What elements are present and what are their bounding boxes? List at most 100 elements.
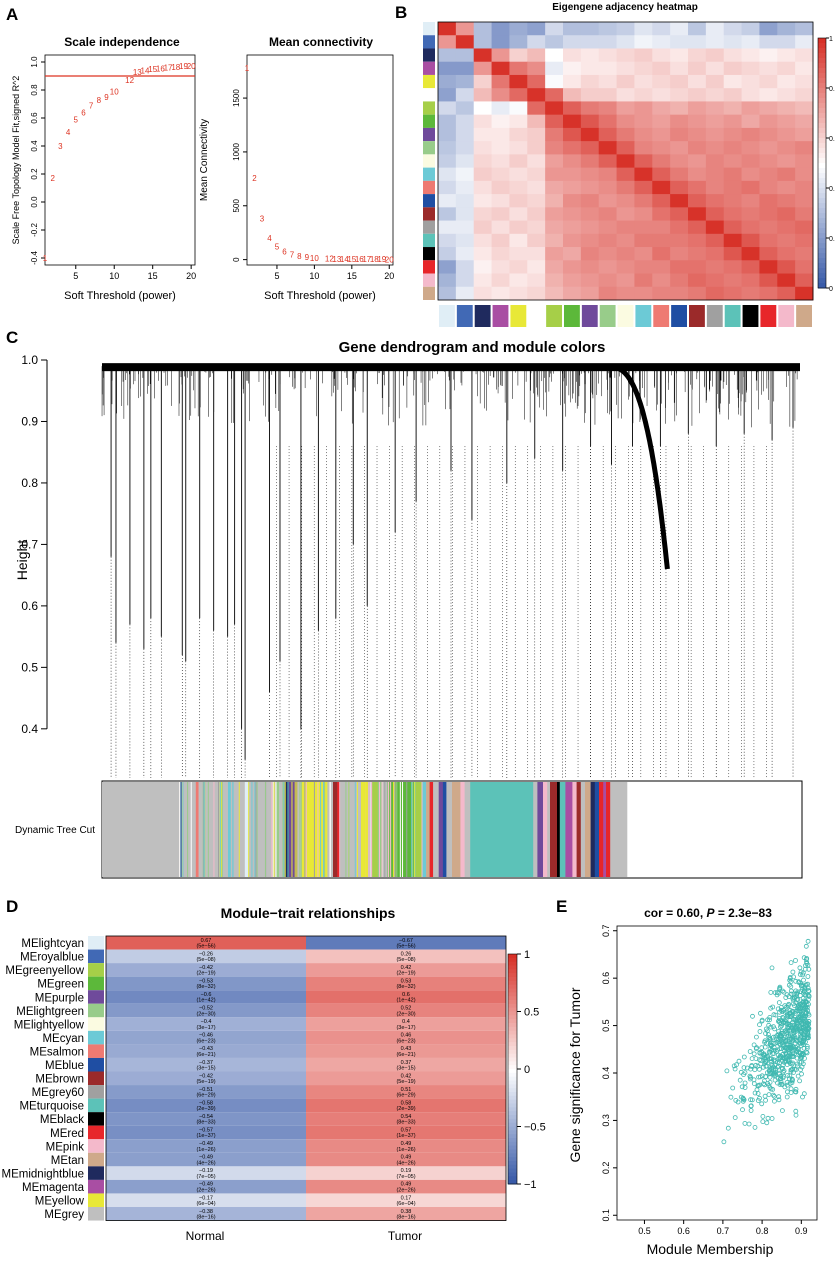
module-color-stripe	[304, 782, 306, 877]
adjacency-cell	[705, 154, 725, 169]
adjacency-cell	[545, 88, 564, 102]
y-tick-label: -0.4	[30, 251, 39, 265]
row-module-swatch	[423, 114, 435, 128]
tumor-pvalue: (4e−26)	[396, 1160, 415, 1166]
colorbar-step	[508, 1088, 517, 1093]
adjacency-cell	[438, 167, 457, 182]
gene-point	[780, 1015, 786, 1021]
normal-cor: −0.49	[199, 1182, 213, 1188]
colorbar-step	[818, 148, 826, 154]
module-color-segment	[228, 782, 232, 877]
adjacency-cell	[705, 127, 725, 142]
gene-point	[767, 1080, 773, 1085]
x-tick-label: 0.5	[638, 1226, 651, 1236]
adjacency-cell	[563, 74, 582, 89]
normal-pvalue: (3e−17)	[196, 1025, 215, 1031]
colorbar-step	[508, 1180, 517, 1185]
y-tick-label: 1000	[232, 142, 241, 160]
colorbar-tick-label: −0.5	[524, 1122, 546, 1134]
module-trait-heatmap: Module−trait relationships MElightcyan 0.…	[2, 905, 546, 1243]
tumor-cor: 0.17	[401, 1195, 412, 1201]
gene-point	[759, 1045, 765, 1051]
adjacency-cell	[509, 286, 528, 301]
scatter-ylabel: Gene significance for Tumor	[567, 987, 583, 1162]
column-module-swatch	[671, 305, 687, 327]
adjacency-cell	[777, 22, 796, 36]
adjacency-cell	[777, 286, 796, 301]
gene-point	[793, 1086, 799, 1092]
adjacency-cell	[563, 167, 582, 182]
power-point-label: 12	[125, 76, 134, 85]
normal-cor: −0.51	[199, 1087, 213, 1093]
gene-point	[793, 1112, 799, 1118]
module-color-stripe	[219, 782, 221, 877]
gene-point	[768, 1024, 774, 1030]
adjacency-cell	[527, 260, 546, 274]
adjacency-cell	[527, 101, 546, 116]
module-color-stripe	[423, 782, 425, 877]
power-point-label: 3	[260, 215, 265, 224]
gene-point	[798, 1034, 804, 1039]
colorbar-step	[508, 1057, 517, 1062]
adjacency-cell	[616, 35, 635, 49]
gene-point	[802, 986, 808, 992]
normal-cell	[106, 1085, 306, 1099]
adjacency-cell	[777, 35, 796, 49]
gene-point	[773, 1012, 779, 1018]
module-color-stripe	[254, 782, 256, 877]
gene-point	[790, 969, 796, 975]
module-color-stripe	[384, 782, 386, 877]
adjacency-cell	[741, 260, 760, 274]
colorbar-step	[508, 969, 517, 974]
adjacency-cell	[777, 127, 796, 142]
module-name: MEblue	[45, 1060, 84, 1072]
adjacency-cell	[795, 101, 814, 116]
gene-point	[797, 1053, 803, 1059]
adjacency-cell	[741, 247, 760, 261]
panel-label-d: D	[6, 897, 18, 916]
adjacency-cell	[759, 220, 778, 235]
adjacency-cell	[616, 114, 635, 129]
gene-point	[802, 966, 808, 972]
adjacency-cell	[634, 61, 653, 76]
normal-cell	[106, 976, 306, 991]
adjacency-cell	[438, 141, 457, 155]
adjacency-cell	[652, 220, 671, 235]
normal-cor: −0.19	[199, 1168, 213, 1174]
module-color-stripe	[305, 782, 307, 877]
adjacency-cell	[741, 286, 760, 301]
gene-point	[794, 991, 799, 996]
adjacency-cell	[795, 207, 814, 221]
adjacency-cell	[652, 35, 671, 49]
adjacency-cell	[705, 35, 725, 49]
gene-point	[776, 1029, 781, 1034]
adjacency-cell	[509, 74, 528, 89]
adjacency-cell	[670, 141, 689, 155]
colorbar-step	[508, 1026, 517, 1032]
gene-point	[766, 1092, 772, 1097]
adjacency-cell	[723, 260, 742, 274]
adjacency-cell	[438, 48, 457, 63]
normal-pvalue: (5e−19)	[196, 1079, 215, 1085]
adjacency-cell	[723, 48, 742, 63]
power-point-label: 20	[187, 62, 196, 71]
module-color-segment	[415, 782, 423, 877]
adjacency-cell	[705, 180, 725, 195]
colorbar-step	[508, 1099, 517, 1104]
adjacency-cell	[741, 207, 760, 221]
colorbar-step	[508, 1164, 517, 1170]
adjacency-cell	[491, 74, 510, 89]
adjacency-cell	[598, 273, 617, 288]
module-color-stripe	[187, 782, 189, 877]
adjacency-cell	[759, 88, 778, 102]
adjacency-cell	[455, 114, 475, 129]
adjacency-cell	[563, 180, 582, 195]
adjacency-cell	[491, 260, 510, 274]
gene-point	[735, 1099, 741, 1105]
normal-cor: −0.42	[199, 1073, 213, 1079]
gene-point	[795, 1016, 801, 1021]
gene-point	[802, 992, 808, 998]
module-name: MEgrey60	[32, 1087, 84, 1099]
tumor-cell	[306, 936, 506, 950]
gene-point	[781, 1073, 787, 1079]
